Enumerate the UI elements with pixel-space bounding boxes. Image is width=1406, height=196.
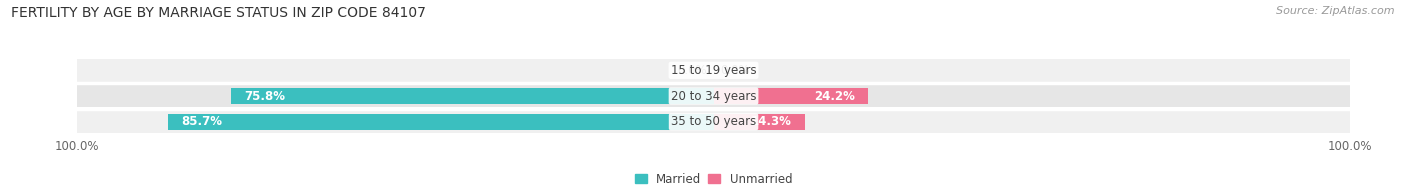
Text: 24.2%: 24.2%	[814, 90, 855, 103]
Text: 15 to 19 years: 15 to 19 years	[671, 64, 756, 77]
Text: 20 to 34 years: 20 to 34 years	[671, 90, 756, 103]
Text: 75.8%: 75.8%	[245, 90, 285, 103]
Text: 14.3%: 14.3%	[751, 115, 792, 128]
Bar	[169, 114, 714, 130]
Text: Source: ZipAtlas.com: Source: ZipAtlas.com	[1277, 6, 1395, 16]
Bar	[77, 111, 1350, 133]
Text: 35 to 50 years: 35 to 50 years	[671, 115, 756, 128]
Bar	[232, 88, 714, 104]
Bar	[77, 59, 1350, 82]
Legend: Married, Unmarried: Married, Unmarried	[630, 168, 797, 191]
Text: 0.0%: 0.0%	[678, 64, 707, 77]
Text: 85.7%: 85.7%	[181, 115, 222, 128]
Text: 0.0%: 0.0%	[720, 64, 749, 77]
Bar	[77, 85, 1350, 107]
Bar	[714, 88, 868, 104]
Text: FERTILITY BY AGE BY MARRIAGE STATUS IN ZIP CODE 84107: FERTILITY BY AGE BY MARRIAGE STATUS IN Z…	[11, 6, 426, 20]
Bar	[714, 114, 804, 130]
